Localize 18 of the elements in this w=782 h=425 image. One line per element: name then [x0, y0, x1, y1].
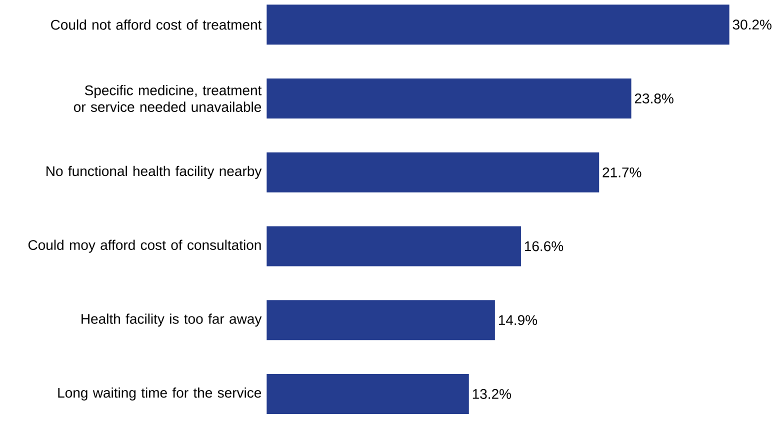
y-tick-label: Specific medicine, treatment or service needed unavailable	[74, 85, 262, 112]
data-label: 30.2%	[732, 20, 772, 30]
data-label: 16.6%	[524, 241, 564, 252]
y-tick-label: Could moy afford cost of consultation	[28, 240, 261, 253]
data-label: 21.7%	[602, 167, 642, 178]
y-tick-label: Health facility is too far away	[82, 314, 262, 327]
y-tick-label: Long waiting time for the service	[58, 387, 262, 401]
y-tick-label: No functional health facility nearby	[46, 166, 262, 179]
bar	[266, 78, 632, 118]
bar	[266, 4, 730, 45]
data-label: 14.9%	[498, 315, 538, 326]
data-label: 13.2%	[472, 389, 512, 399]
data-label: 23.8%	[634, 94, 674, 104]
bar	[266, 300, 495, 340]
bar	[266, 374, 469, 414]
bar	[266, 152, 600, 192]
y-tick-label: Could not afford cost of treatment	[51, 19, 262, 30]
bar	[266, 226, 521, 266]
